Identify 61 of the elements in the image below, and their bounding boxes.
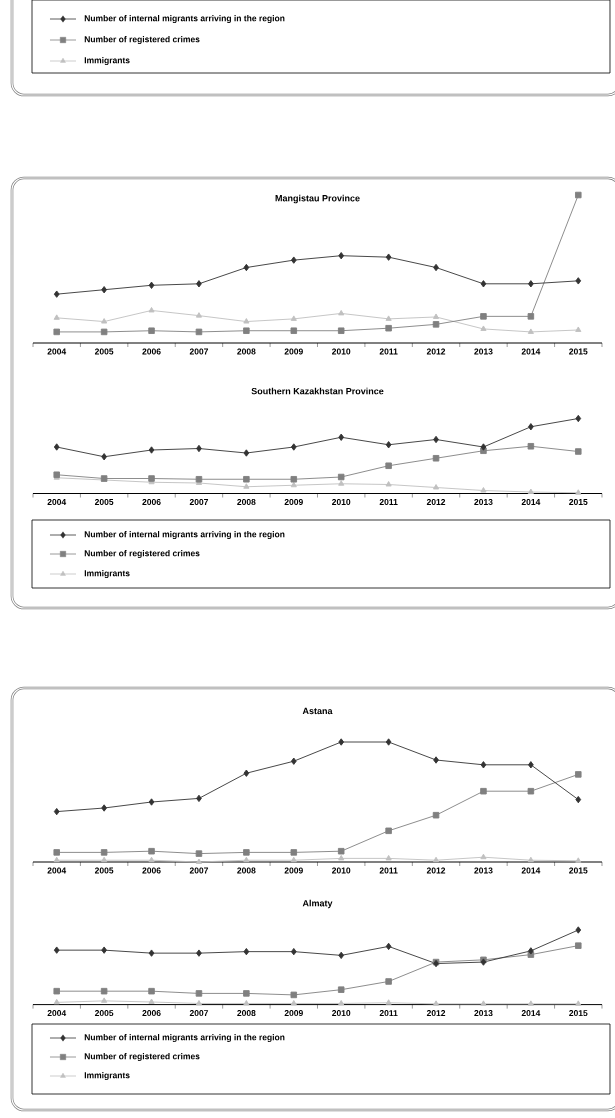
x-tick-label: 2015 bbox=[569, 498, 588, 505]
x-tick-label: 2010 bbox=[332, 867, 351, 874]
legend-label: Immigrants bbox=[84, 57, 130, 65]
x-tick-label: 2010 bbox=[332, 1010, 351, 1017]
x-tick-label: 2013 bbox=[474, 498, 493, 505]
legend-label: Number of registered crimes bbox=[84, 36, 200, 44]
x-tick-label: 2006 bbox=[142, 867, 161, 874]
x-tick-label: 2005 bbox=[94, 867, 114, 874]
x-tick-label: 2013 bbox=[474, 1010, 493, 1017]
chart-title: Almaty bbox=[302, 899, 333, 909]
x-tick-label: 2014 bbox=[521, 498, 541, 505]
x-tick-label: 2015 bbox=[569, 348, 588, 355]
x-tick-label: 2012 bbox=[426, 498, 446, 505]
x-tick-label: 2010 bbox=[332, 498, 351, 505]
x-tick-label: 2009 bbox=[284, 348, 303, 355]
x-tick-label: 2008 bbox=[237, 348, 256, 355]
x-tick-label: 2007 bbox=[189, 1010, 209, 1017]
x-tick-label: 2006 bbox=[142, 498, 161, 505]
x-tick-label: 2007 bbox=[189, 498, 209, 505]
x-tick-label: 2011 bbox=[379, 498, 398, 505]
legend-label: Number of registered crimes bbox=[84, 550, 200, 558]
x-tick-label: 2012 bbox=[426, 348, 446, 355]
x-tick-label: 2004 bbox=[47, 1010, 67, 1017]
x-tick-label: 2011 bbox=[379, 867, 398, 874]
x-tick-label: 2010 bbox=[332, 348, 351, 355]
legend-label: Number of internal migrants arriving in the region bbox=[84, 531, 285, 539]
x-tick-label: 2005 bbox=[94, 348, 114, 355]
x-tick-label: 2006 bbox=[142, 1010, 161, 1017]
x-tick-label: 2009 bbox=[284, 867, 303, 874]
legend-label: Number of registered crimes bbox=[84, 1053, 200, 1061]
x-tick-label: 2007 bbox=[189, 867, 209, 874]
x-tick-label: 2014 bbox=[521, 867, 541, 874]
x-tick-label: 2011 bbox=[379, 348, 398, 355]
x-tick-label: 2008 bbox=[237, 498, 256, 505]
legend-label: Number of internal migrants arriving in the region bbox=[84, 15, 285, 23]
x-tick-label: 2012 bbox=[426, 867, 446, 874]
x-tick-label: 2004 bbox=[47, 348, 67, 355]
x-tick-label: 2004 bbox=[47, 867, 67, 874]
chart-title: Astana bbox=[302, 707, 333, 715]
x-tick-label: 2009 bbox=[284, 1010, 303, 1017]
x-tick-label: 2005 bbox=[94, 498, 114, 505]
x-tick-label: 2007 bbox=[189, 348, 209, 355]
legend-label: Immigrants bbox=[84, 570, 130, 578]
chart-title: Mangistau Province bbox=[275, 194, 360, 204]
x-tick-label: 2008 bbox=[237, 867, 256, 874]
x-tick-label: 2004 bbox=[47, 498, 67, 505]
x-tick-label: 2012 bbox=[426, 1010, 446, 1017]
x-tick-label: 2009 bbox=[284, 498, 303, 505]
x-tick-label: 2013 bbox=[474, 867, 493, 874]
x-tick-label: 2014 bbox=[521, 1010, 541, 1017]
legend-label: Number of internal migrants arriving in the region bbox=[84, 1034, 285, 1042]
x-tick-label: 2013 bbox=[474, 348, 493, 355]
chart-title: Southern Kazakhstan Province bbox=[251, 387, 384, 395]
x-tick-label: 2005 bbox=[94, 1010, 114, 1017]
x-tick-label: 2011 bbox=[379, 1010, 398, 1017]
legend-label: Immigrants bbox=[84, 1072, 130, 1080]
x-tick-label: 2006 bbox=[142, 348, 161, 355]
x-tick-label: 2008 bbox=[237, 1010, 256, 1017]
x-tick-label: 2015 bbox=[569, 867, 588, 874]
x-tick-label: 2014 bbox=[521, 348, 541, 355]
x-tick-label: 2015 bbox=[569, 1010, 588, 1017]
